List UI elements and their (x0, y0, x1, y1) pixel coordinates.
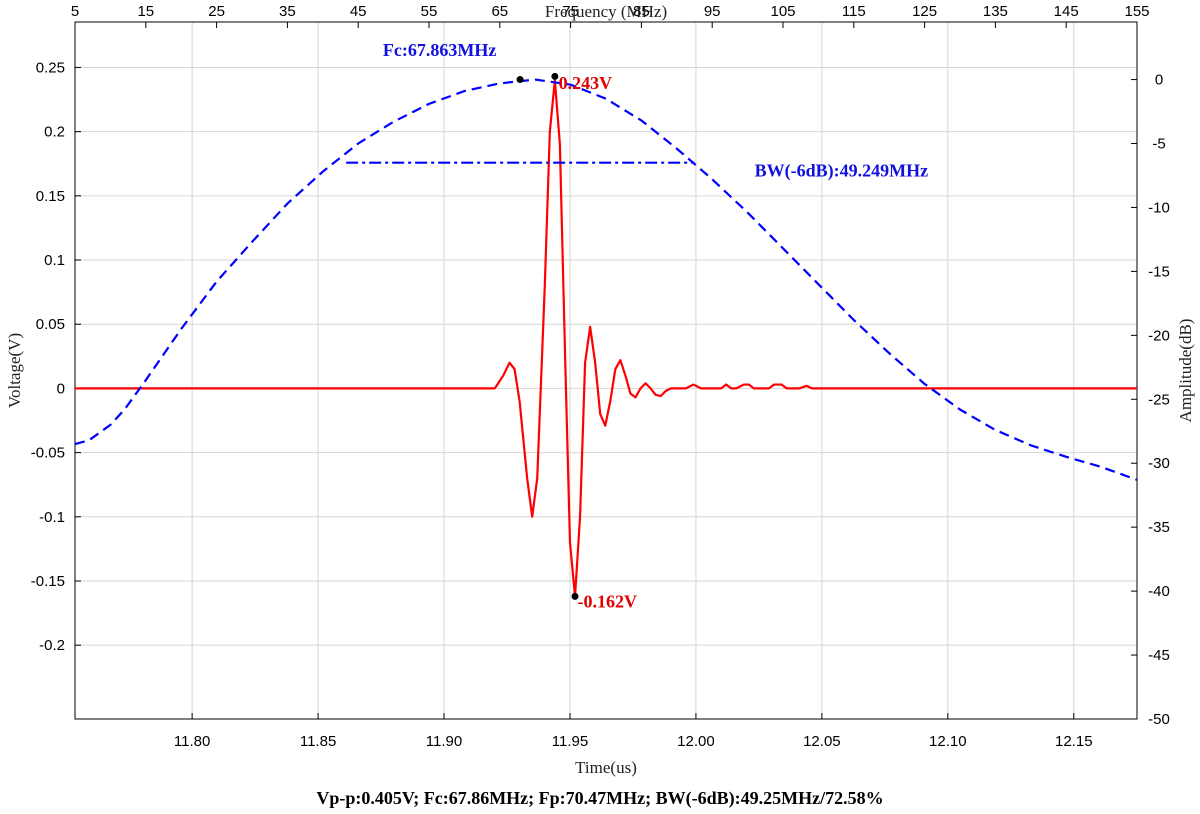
tick-label: 11.85 (300, 733, 336, 750)
tick-label: -5 (1152, 135, 1165, 152)
series-line-solid (75, 79, 1137, 598)
tick-label: 95 (704, 3, 721, 20)
tick-label: -20 (1148, 327, 1170, 344)
data-marker (551, 72, 559, 80)
tick-label: 75 (562, 3, 579, 20)
tick-label: 35 (279, 3, 296, 20)
tick-label: -15 (1148, 263, 1170, 280)
tick-label: -0.05 (31, 445, 65, 462)
y-axis-title-left: Voltage(V) (5, 333, 24, 408)
data-marker (571, 592, 579, 600)
tick-label: 11.80 (174, 733, 210, 750)
annotation-label: -0.162V (578, 592, 638, 612)
tick-label: 11.90 (426, 733, 462, 750)
tick-label: -50 (1148, 711, 1170, 728)
tick-label: 155 (1124, 3, 1149, 20)
x-axis-title-top: Frequency (MHz) (545, 2, 667, 21)
tick-label: 0.05 (36, 316, 65, 333)
tick-label: 11.95 (552, 733, 588, 750)
summary-caption: Vp-p:0.405V; Fc:67.86MHz; Fp:70.47MHz; B… (316, 788, 884, 808)
annotation-label: BW(-6dB):49.249MHz (755, 160, 928, 181)
tick-label: 105 (770, 3, 795, 20)
data-marker (516, 76, 524, 84)
tick-label: 0.2 (44, 124, 65, 141)
tick-label: 55 (421, 3, 438, 20)
axis-ticks: 11.80 11.85 11.90 11.95 12.00 12.05 12.10 12.15… (31, 3, 1170, 750)
marker-layer (516, 72, 579, 600)
tick-label: -0.2 (39, 637, 65, 654)
tick-label: 125 (912, 3, 937, 20)
tick-label: 0.25 (36, 59, 65, 76)
tick-label: 0.1 (44, 252, 65, 269)
annotation-label: 0.243V (559, 73, 613, 93)
tick-label: 12.15 (1055, 733, 1093, 750)
series-line-dashed (74, 78, 1138, 481)
tick-label: 0.15 (36, 188, 65, 205)
tick-label: -30 (1148, 455, 1170, 472)
tick-label: 0 (57, 380, 65, 397)
tick-label: -0.1 (39, 509, 65, 526)
tick-label: -0.15 (31, 573, 65, 590)
tick-label: 5 (71, 3, 79, 20)
tick-label: 12.05 (803, 733, 841, 750)
tick-label: 25 (208, 3, 225, 20)
annotation-label: Fc:67.863MHz (383, 40, 496, 60)
tick-label: -40 (1148, 583, 1170, 600)
tick-label: -45 (1148, 647, 1170, 664)
x-axis-title-bottom: Time(us) (575, 758, 637, 777)
annotation-layer: 0.243V -0.162V Fc:67.863MHz BW(-6dB):49.249… (383, 40, 928, 611)
tick-label: 85 (633, 3, 650, 20)
tick-label: -25 (1148, 391, 1170, 408)
tick-label: -35 (1148, 519, 1170, 536)
tick-label: -10 (1148, 199, 1170, 216)
tick-label: 45 (350, 3, 367, 20)
tick-label: 145 (1054, 3, 1079, 20)
series-layer (74, 78, 1138, 598)
y-axis-title-right: Amplitude(dB) (1176, 319, 1195, 423)
tick-label: 12.00 (677, 733, 715, 750)
tick-label: 0 (1155, 72, 1163, 89)
tick-label: 115 (842, 3, 866, 20)
tick-label: 65 (491, 3, 508, 20)
tick-label: 15 (137, 3, 154, 20)
plot-frame (74, 21, 1138, 720)
tick-label: 12.10 (929, 733, 967, 750)
grid (75, 22, 1137, 719)
tick-label: 135 (983, 3, 1008, 20)
